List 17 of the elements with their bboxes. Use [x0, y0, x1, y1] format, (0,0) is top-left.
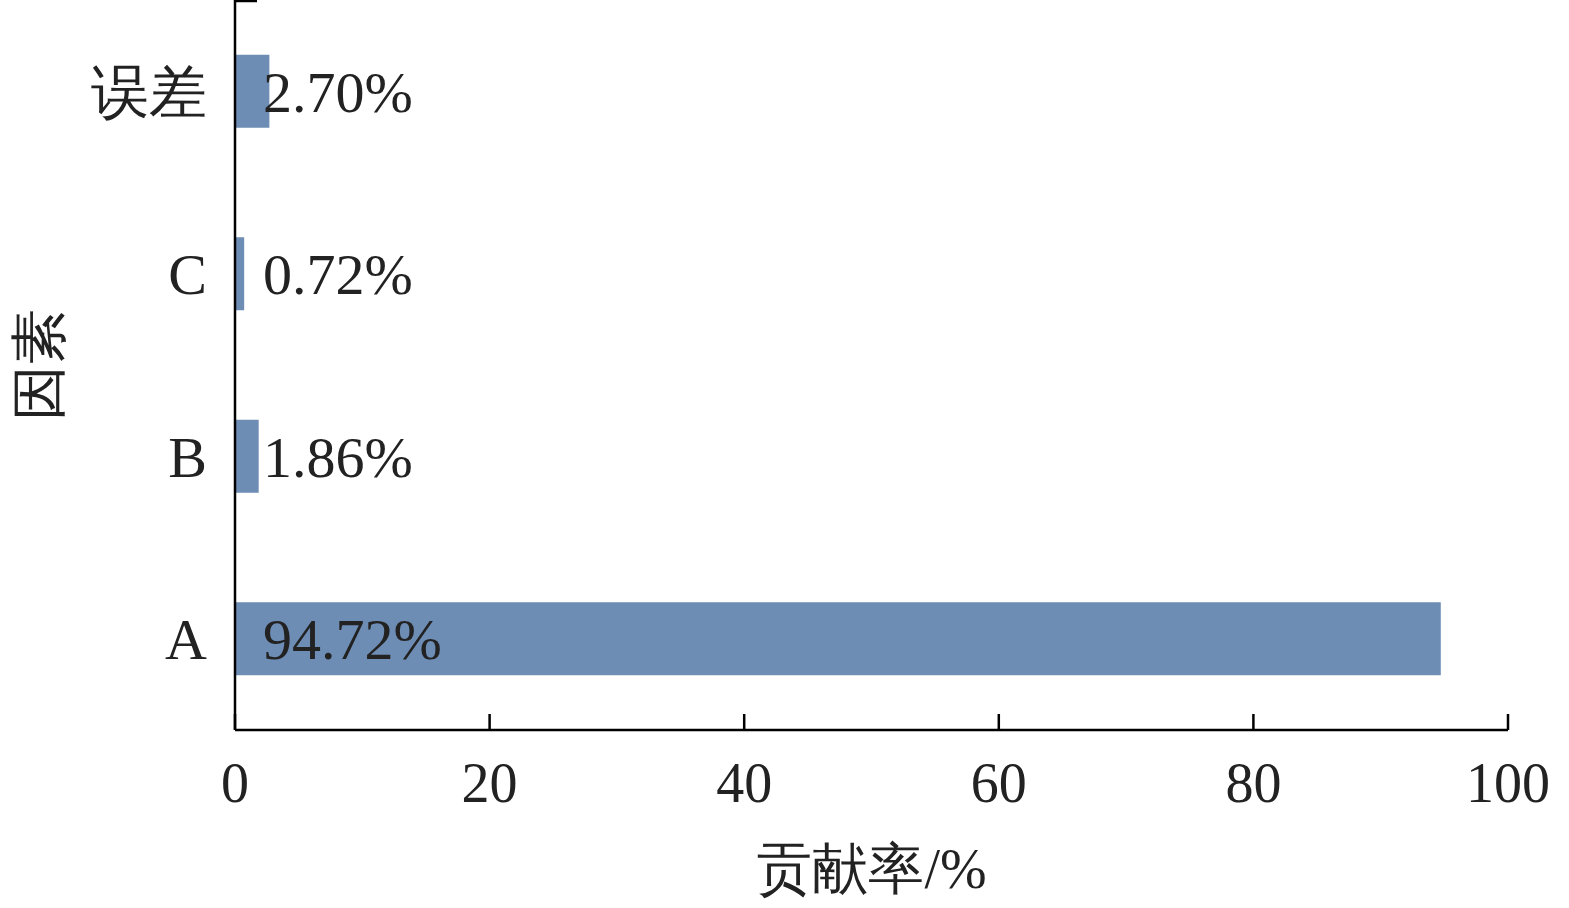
- data-label: 1.86%: [263, 424, 413, 490]
- y-tick-label: B: [168, 424, 207, 490]
- data-label: 94.72%: [263, 607, 442, 673]
- x-tick-label: 20: [461, 752, 518, 814]
- y-axis-title: 因素: [8, 309, 70, 421]
- data-label: 0.72%: [263, 242, 413, 308]
- x-tick-label: 40: [716, 752, 773, 814]
- x-axis-title: 贡献率/%: [756, 838, 987, 900]
- y-tick-label: C: [168, 242, 207, 308]
- x-tick-label: 80: [1225, 752, 1282, 814]
- x-tick-label: 60: [970, 752, 1027, 814]
- bar: [235, 602, 1441, 676]
- y-tick-label: 误差: [91, 59, 207, 125]
- x-tick-label: 100: [1466, 752, 1550, 814]
- y-tick-label: A: [165, 607, 208, 673]
- x-tick-label: 0: [221, 752, 249, 814]
- bar: [235, 419, 259, 493]
